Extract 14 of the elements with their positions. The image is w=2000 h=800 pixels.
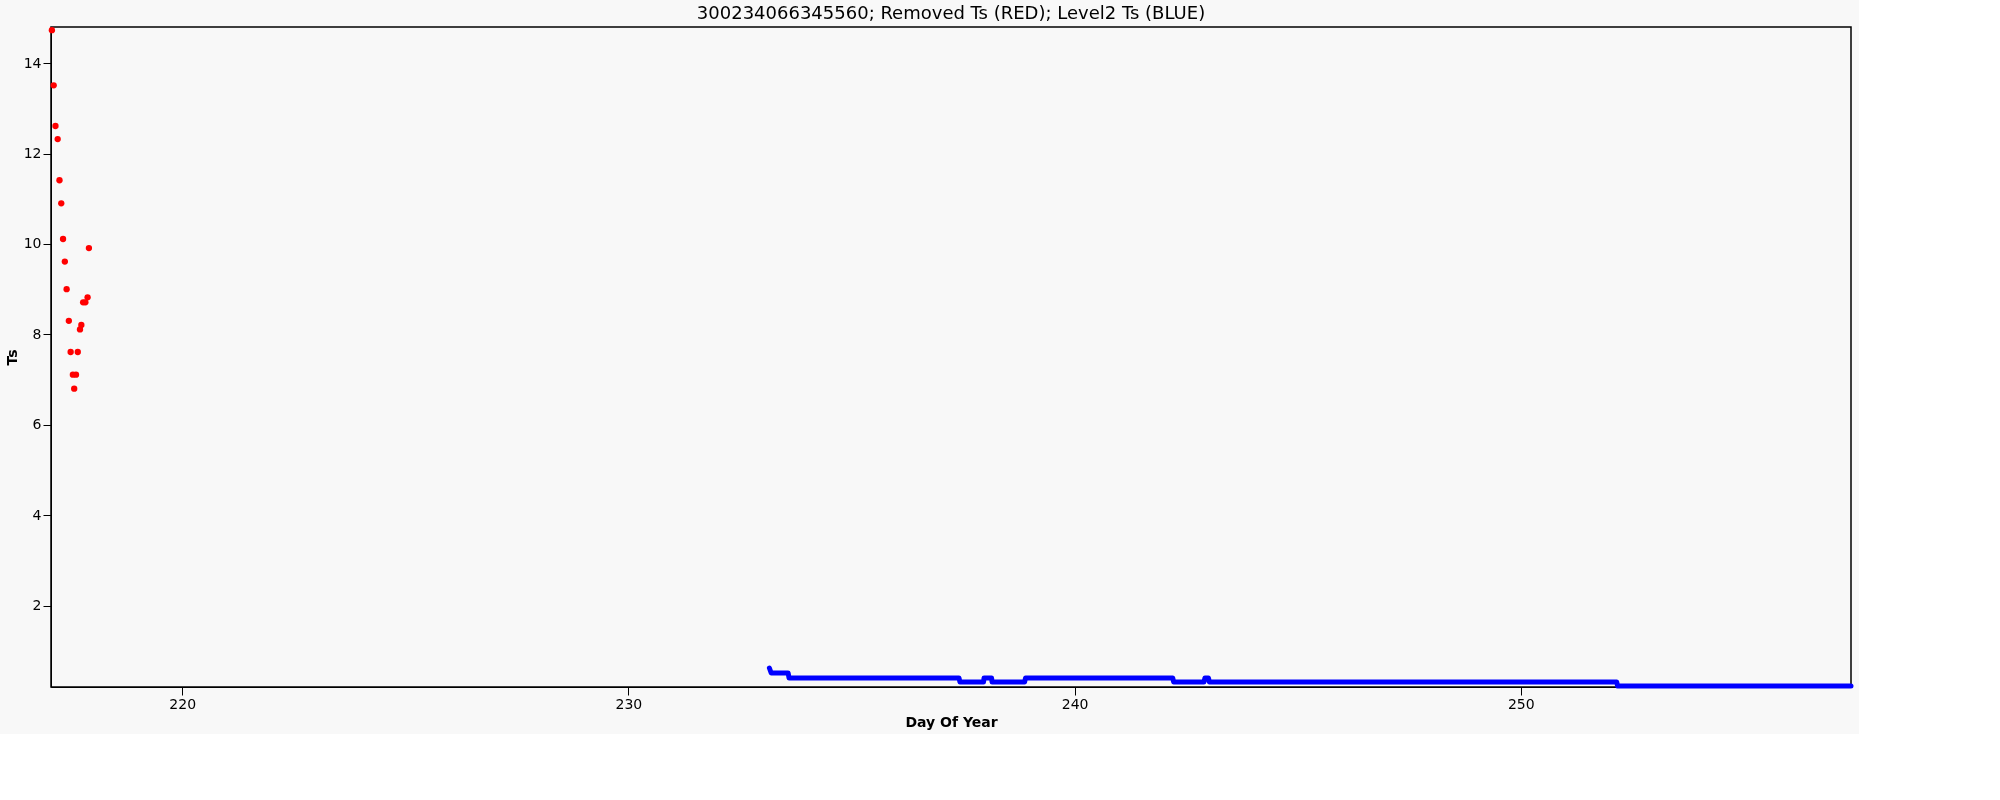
x-tick-label: 240 bbox=[1061, 695, 1089, 712]
y-axis-title: Ts bbox=[3, 349, 20, 366]
y-tick-label: 2 bbox=[32, 597, 42, 614]
y-tick-label: 8 bbox=[32, 325, 42, 342]
y-tick-label: 10 bbox=[23, 235, 42, 252]
chart-title: 300234066345560; Removed Ts (RED); Level2 Ts (BLUE) bbox=[696, 2, 1206, 23]
x-tick-label: 220 bbox=[169, 695, 197, 712]
x-axis-title: Day Of Year bbox=[905, 713, 998, 730]
y-tick-label: 6 bbox=[32, 416, 42, 433]
x-tick-label: 250 bbox=[1507, 695, 1535, 712]
y-tick-label: 12 bbox=[23, 145, 42, 162]
x-tick-label: 230 bbox=[615, 695, 643, 712]
y-tick-label: 4 bbox=[32, 506, 42, 523]
y-tick-label: 14 bbox=[23, 54, 42, 71]
